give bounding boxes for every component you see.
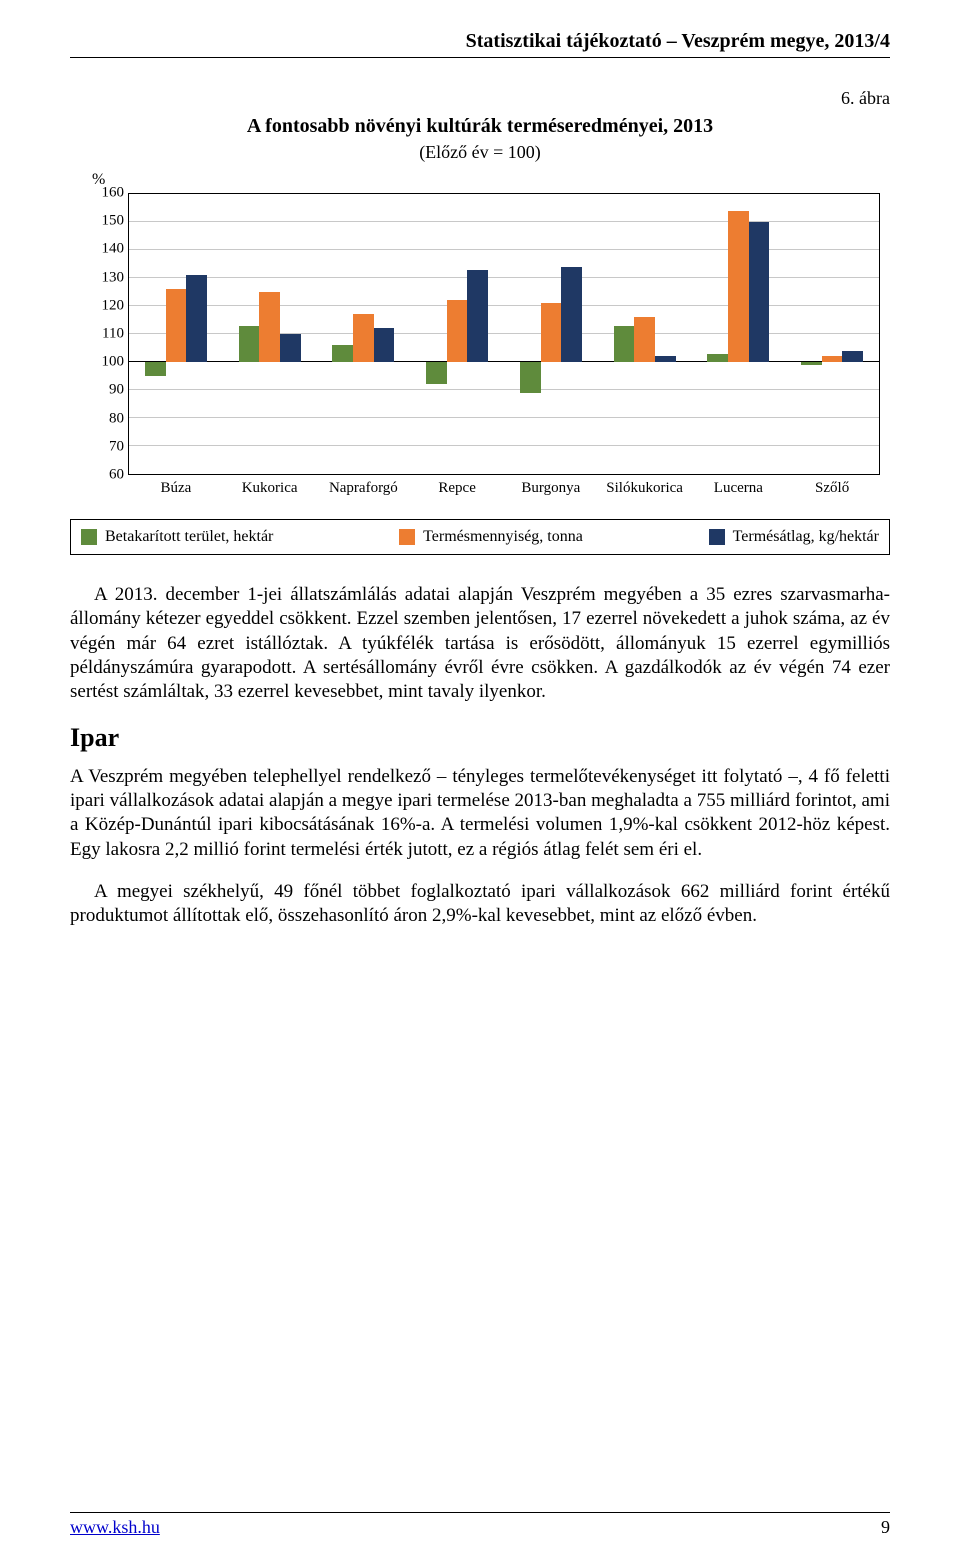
y-tick-label: 120 [94, 297, 124, 314]
chart-title: A fontosabb növényi kultúrák terméseredm… [70, 115, 890, 138]
bar-chart: % BúzaKukoricaNapraforgóRepceBurgonyaSil… [70, 175, 890, 505]
y-tick-label: 140 [94, 241, 124, 258]
legend-swatch [399, 529, 415, 545]
chart-bar [541, 303, 562, 362]
chart-bar [166, 289, 187, 362]
y-tick-label: 150 [94, 213, 124, 230]
chart-bar [467, 270, 488, 362]
y-tick-label: 160 [94, 185, 124, 202]
x-tick-label: Szőlő [785, 480, 879, 497]
chart-bar [353, 314, 374, 362]
chart-bar [332, 345, 353, 362]
figure-caption: 6. ábra [70, 88, 890, 109]
x-tick-label: Lucerna [692, 480, 786, 497]
page-number: 9 [881, 1517, 890, 1538]
body-paragraph: A Veszprém megyében telephellyel rendelk… [70, 765, 890, 862]
chart-subtitle: (Előző év = 100) [70, 142, 890, 163]
chart-bar [655, 356, 676, 362]
chart-bar [728, 211, 749, 362]
chart-bar [842, 351, 863, 362]
chart-bar [749, 222, 770, 362]
chart-bar [614, 326, 635, 362]
chart-bar [145, 362, 166, 376]
chart-bar [707, 354, 728, 362]
section-heading-ipar: Ipar [70, 723, 890, 753]
y-tick-label: 80 [94, 410, 124, 427]
chart-plot-area: BúzaKukoricaNapraforgóRepceBurgonyaSilók… [128, 193, 880, 475]
x-tick-label: Napraforgó [317, 480, 411, 497]
chart-bar [822, 356, 843, 362]
x-tick-label: Silókukorica [598, 480, 692, 497]
legend-label: Termésmennyiség, tonna [423, 528, 583, 546]
y-tick-label: 90 [94, 382, 124, 399]
body-paragraph: A 2013. december 1-jei állatszámlálás ad… [70, 583, 890, 705]
x-tick-label: Kukorica [223, 480, 317, 497]
x-tick-label: Búza [129, 480, 223, 497]
chart-legend: Betakarított terület, hektár Termésmennyi… [70, 519, 890, 555]
body-paragraph: A megyei székhelyű, 49 főnél többet fogl… [70, 880, 890, 929]
chart-bar [239, 326, 260, 362]
chart-bar [801, 362, 822, 365]
chart-bar [634, 317, 655, 362]
x-tick-label: Burgonya [504, 480, 598, 497]
chart-bar [426, 362, 447, 384]
legend-item: Betakarított terület, hektár [81, 528, 273, 546]
chart-bar [374, 328, 395, 362]
y-tick-label: 110 [94, 326, 124, 343]
legend-label: Termésátlag, kg/hektár [733, 528, 879, 546]
legend-item: Termésátlag, kg/hektár [709, 528, 879, 546]
legend-item: Termésmennyiség, tonna [399, 528, 583, 546]
y-tick-label: 70 [94, 438, 124, 455]
y-tick-label: 60 [94, 467, 124, 484]
page-footer: www.ksh.hu 9 [70, 1512, 890, 1538]
page-header: Statisztikai tájékoztató – Veszprém megy… [70, 30, 890, 58]
legend-label: Betakarított terület, hektár [105, 528, 273, 546]
y-tick-label: 100 [94, 354, 124, 371]
chart-bar [520, 362, 541, 393]
x-tick-label: Repce [410, 480, 504, 497]
legend-swatch [81, 529, 97, 545]
chart-bar [561, 267, 582, 362]
legend-swatch [709, 529, 725, 545]
y-tick-label: 130 [94, 269, 124, 286]
chart-bar [280, 334, 301, 362]
chart-bar [447, 300, 468, 362]
chart-bar [186, 275, 207, 362]
chart-bar [259, 292, 280, 362]
footer-link[interactable]: www.ksh.hu [70, 1517, 160, 1538]
